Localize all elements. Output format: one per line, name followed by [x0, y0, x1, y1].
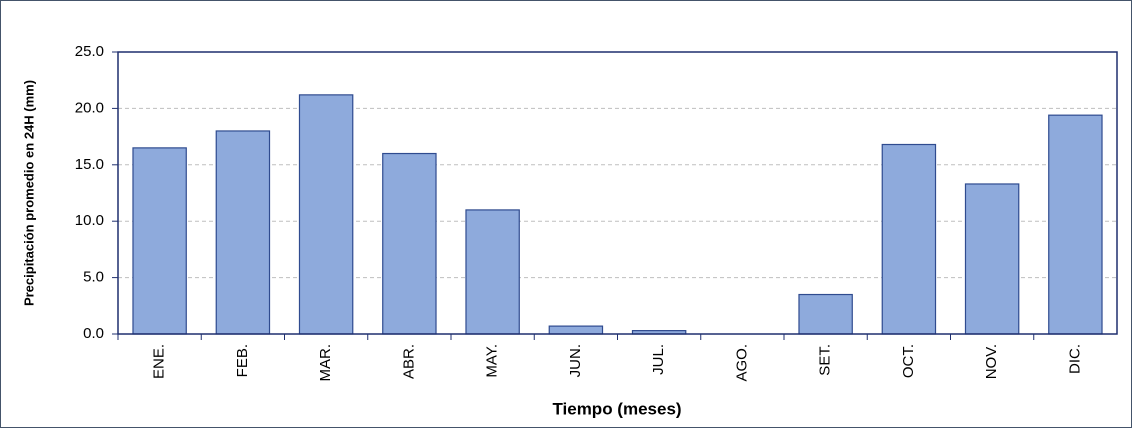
- bar: [881, 143, 937, 335]
- x-tick-label: MAY.: [484, 344, 501, 378]
- bar: [298, 94, 354, 335]
- x-tick-label: ENE.: [151, 344, 168, 379]
- x-tick-label: ABR.: [400, 344, 417, 379]
- x-tick-label: JUL.: [650, 344, 667, 375]
- y-tick-label: 15.0: [75, 156, 104, 173]
- y-tick-label: 5.0: [83, 269, 104, 286]
- x-tick-label: JUN.: [567, 344, 584, 377]
- bar: [964, 183, 1020, 335]
- x-tick-label: OCT.: [900, 344, 917, 378]
- x-tick-label: NOV.: [983, 344, 1000, 379]
- y-tick-label: 25.0: [75, 43, 104, 60]
- y-tick-label: 10.0: [75, 212, 104, 229]
- y-tick-label: 20.0: [75, 99, 104, 116]
- y-tick-label: 0.0: [83, 325, 104, 342]
- x-tick-label: SET.: [817, 344, 834, 376]
- x-axis-title: Tiempo (meses): [552, 399, 681, 418]
- bar: [215, 130, 271, 335]
- x-tick-label: MAR.: [317, 344, 334, 382]
- bar: [382, 152, 437, 335]
- x-tick-label: FEB.: [234, 344, 251, 377]
- bar: [798, 293, 853, 335]
- bar: [132, 147, 187, 335]
- plot-border: [117, 51, 1118, 335]
- bar: [1048, 114, 1103, 335]
- x-tick-label: AGO.: [733, 344, 750, 382]
- bar: [548, 325, 604, 335]
- bar: [465, 209, 520, 335]
- x-tick-label: DIC.: [1066, 344, 1083, 374]
- y-axis-title: Precipitación promedio en 24H (mm): [21, 80, 36, 306]
